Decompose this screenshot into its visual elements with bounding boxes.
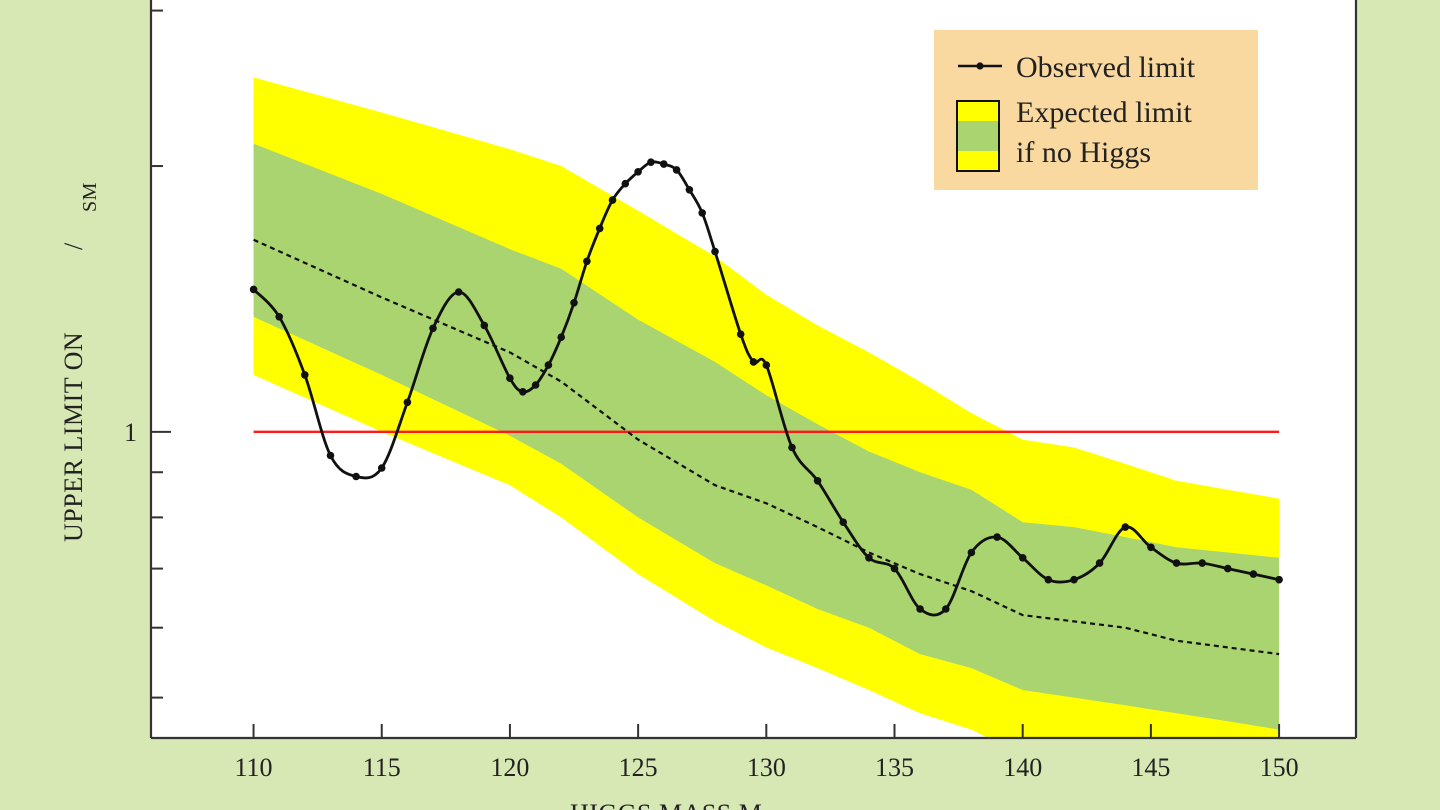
x-tick-label-110: 110 [235, 753, 273, 782]
observed-point-10 [506, 374, 514, 383]
observed-point-17 [595, 224, 604, 233]
observed-point-14 [557, 333, 565, 342]
y-axis-subscript: SM [79, 182, 101, 212]
legend-expected-label-2: if no Higgs [1016, 136, 1151, 169]
observed-point-5 [377, 464, 386, 472]
observed-point-31 [813, 477, 822, 485]
x-tick-label-125: 125 [619, 753, 658, 782]
green-band-1sigma [253, 143, 1280, 730]
observed-point-23 [672, 166, 681, 174]
observed-point-38 [993, 533, 1001, 541]
legend-expected-label-1: Expected limit [1016, 96, 1192, 129]
legend-expected-green [958, 121, 998, 151]
observed-point-33 [865, 554, 873, 562]
y-tick-label-1: 1 [124, 418, 137, 447]
x-tick-label-120: 120 [490, 753, 529, 782]
observed-point-41 [1070, 575, 1078, 584]
legend-observed-label: Observed limit [1016, 51, 1196, 84]
observed-point-12 [531, 381, 540, 389]
observed-point-24 [685, 186, 694, 194]
observed-point-7 [429, 324, 437, 333]
observed-point-48 [1249, 570, 1258, 578]
x-axis-title: HIGGS MASS M [570, 799, 762, 810]
observed-point-39 [1018, 554, 1027, 562]
y-axis-slash: / [59, 242, 88, 250]
observed-point-46 [1198, 559, 1206, 567]
observed-point-30 [788, 443, 796, 452]
observed-point-29 [762, 361, 771, 369]
observed-point-40 [1044, 575, 1053, 584]
observed-point-44 [1147, 543, 1155, 552]
y-axis-title: UPPER LIMIT ON [59, 332, 88, 542]
observed-point-32 [839, 518, 847, 526]
observed-point-25 [698, 209, 706, 217]
observed-point-0 [249, 285, 258, 294]
lines-layer [249, 158, 1283, 656]
observed-point-28 [749, 358, 758, 366]
observed-point-3 [326, 451, 335, 460]
observed-point-18 [608, 196, 617, 204]
observed-point-6 [403, 398, 412, 407]
observed-point-4 [352, 472, 360, 481]
observed-point-36 [942, 605, 950, 613]
legend-observed-marker [976, 62, 984, 70]
observed-point-26 [711, 247, 719, 256]
observed-point-8 [454, 288, 463, 296]
observed-point-47 [1224, 564, 1232, 573]
bands-layer [253, 77, 1280, 738]
observed-point-42 [1095, 559, 1104, 567]
legend: Observed limit Expected limit if no Higg… [934, 30, 1258, 190]
observed-point-9 [480, 321, 489, 330]
observed-point-15 [570, 299, 578, 307]
observed-point-34 [890, 564, 899, 573]
observed-point-20 [634, 168, 642, 176]
observed-point-43 [1121, 523, 1130, 531]
axes-layer [149, 0, 1358, 740]
observed-point-19 [621, 179, 630, 188]
observed-point-21 [647, 158, 655, 166]
x-tick-label-140: 140 [1003, 753, 1042, 782]
observed-point-2 [301, 371, 309, 379]
x-tick-label-135: 135 [875, 753, 914, 782]
x-tick-label-150: 150 [1260, 753, 1299, 782]
observed-point-1 [275, 313, 284, 321]
x-tick-label-115: 115 [363, 753, 401, 782]
observed-point-16 [583, 257, 591, 266]
observed-point-22 [660, 160, 668, 168]
observed-point-13 [544, 361, 553, 369]
observed-point-35 [916, 605, 924, 613]
observed-point-49 [1275, 575, 1283, 584]
observed-point-45 [1172, 559, 1181, 567]
x-tick-label-130: 130 [747, 753, 786, 782]
observed-point-37 [967, 548, 976, 557]
observed-point-11 [519, 388, 527, 396]
x-tick-label-145: 145 [1131, 753, 1170, 782]
ticks-layer: 110 115 120 125 130 135 140 145 150 1 [124, 9, 1299, 782]
observed-point-27 [736, 330, 745, 339]
